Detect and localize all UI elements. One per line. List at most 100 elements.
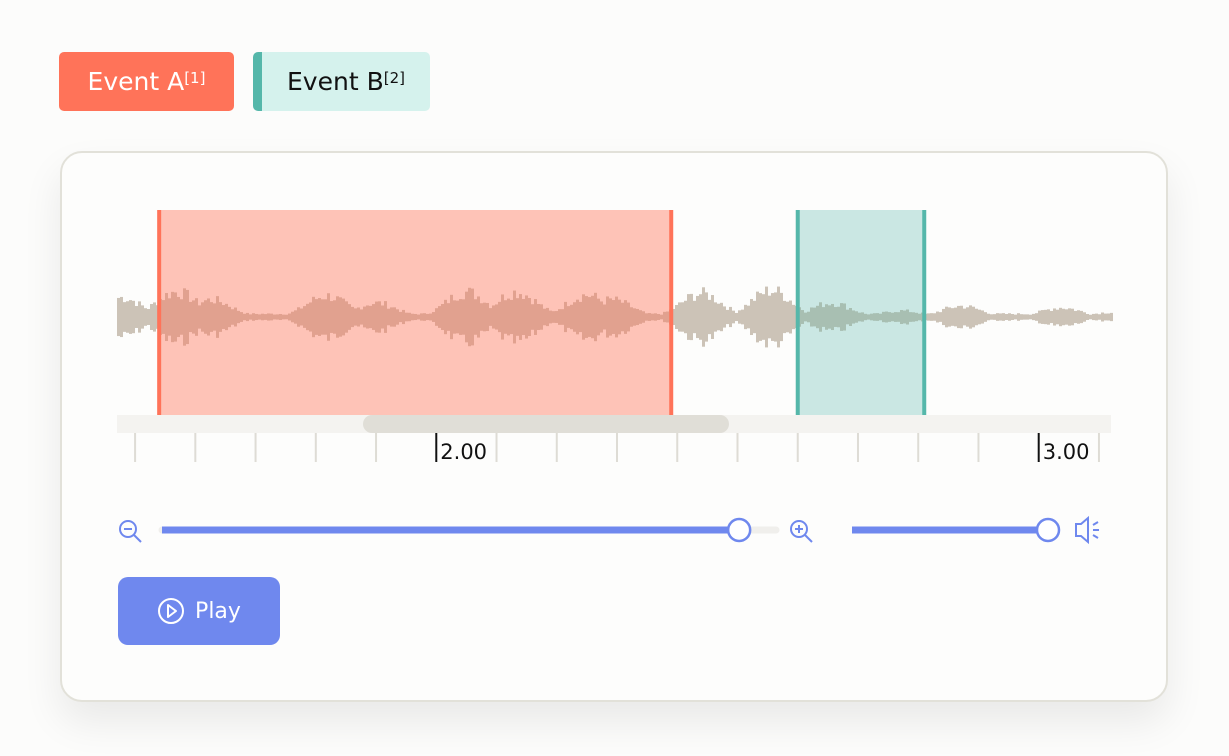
waveform-bar <box>120 296 123 338</box>
waveform-bar <box>153 302 156 332</box>
waveform-bar <box>723 306 726 328</box>
waveform-bar <box>453 300 456 334</box>
waveform-bar <box>333 300 336 334</box>
waveform <box>117 286 1113 348</box>
waveform-bar <box>279 313 282 321</box>
waveform-bar <box>450 294 453 340</box>
timeline-scroll-thumb[interactable] <box>363 415 729 433</box>
waveform-bar <box>312 296 315 338</box>
waveform-bar <box>621 302 624 332</box>
waveform-bar <box>648 313 651 321</box>
waveform-bar <box>666 311 669 323</box>
waveform-bar <box>936 311 939 323</box>
event-b-tag[interactable]: Event B [2] <box>253 52 430 111</box>
waveform-bar <box>447 303 450 331</box>
waveform-bar <box>912 312 915 322</box>
waveform-bar <box>606 296 609 338</box>
event-region-b[interactable] <box>797 210 925 415</box>
waveform-bar <box>687 294 690 340</box>
waveform-bar <box>468 287 471 347</box>
waveform-bar <box>534 299 537 335</box>
waveform-bar <box>807 311 810 323</box>
waveform-bar <box>906 309 909 325</box>
waveform-bar <box>969 305 972 329</box>
waveform-bar <box>612 300 615 334</box>
waveform-bar <box>1092 313 1095 321</box>
waveform-bar <box>225 303 228 331</box>
waveform-bar <box>954 307 957 327</box>
waveform-bar <box>639 310 642 324</box>
waveform-bar <box>309 302 312 332</box>
waveform-bar <box>741 309 744 325</box>
waveform-bar <box>783 300 786 334</box>
event-region-a[interactable] <box>159 210 672 415</box>
waveform-bar <box>1053 308 1056 326</box>
tick-label-2: 2.00 <box>440 440 488 464</box>
waveform-bar <box>825 304 828 330</box>
waveform-bar <box>1023 314 1026 320</box>
waveform-bar <box>843 303 846 331</box>
waveform-bar <box>876 313 879 321</box>
waveform-bar <box>933 313 936 321</box>
waveform-bar <box>216 296 219 338</box>
waveform-bar <box>915 312 918 322</box>
waveform-bar <box>252 313 255 321</box>
waveform-bar <box>264 314 267 320</box>
waveform-bar <box>714 302 717 332</box>
event-b-ref: [2] <box>383 68 405 87</box>
waveform-bar <box>831 303 834 331</box>
waveform-bar <box>972 306 975 328</box>
waveform-bar <box>918 313 921 321</box>
event-a-label: Event A <box>87 67 185 96</box>
waveform-bar <box>615 296 618 338</box>
waveform-bar <box>702 287 705 347</box>
waveform-bar <box>165 292 168 342</box>
waveform-bar <box>504 300 507 334</box>
waveform-bar <box>402 309 405 325</box>
waveform-bar <box>330 301 333 333</box>
waveform-bar <box>432 312 435 322</box>
event-a-ref: [1] <box>184 68 206 87</box>
waveform-bar <box>627 302 630 332</box>
waveform-bar <box>171 291 174 343</box>
waveform-bar <box>810 307 813 327</box>
waveform-bar <box>792 304 795 330</box>
waveform-bar <box>258 314 261 320</box>
waveform-bar <box>822 307 825 327</box>
waveform-bar <box>576 299 579 335</box>
waveform-bar <box>774 292 777 342</box>
waveform-bar <box>126 301 129 333</box>
waveform-bar <box>861 312 864 322</box>
waveform-bar <box>567 306 570 328</box>
waveform-bar <box>1011 314 1014 320</box>
waveform-bar <box>177 296 180 338</box>
waveform-bar <box>132 300 135 334</box>
waveform-bar <box>942 308 945 326</box>
event-a-tag[interactable]: Event A [1] <box>59 52 234 111</box>
waveform-bar <box>315 299 318 335</box>
waveform-bar <box>1083 312 1086 322</box>
waveform-bar <box>1050 310 1053 324</box>
waveform-bar <box>885 311 888 323</box>
waveform-bar <box>507 298 510 336</box>
waveform-bar <box>1062 308 1065 326</box>
waveform-bar <box>318 298 321 336</box>
waveform-bar <box>1068 308 1071 326</box>
waveform-bar <box>879 313 882 321</box>
waveform-bar <box>543 308 546 326</box>
waveform-bar <box>360 309 363 325</box>
waveform-bar <box>720 302 723 332</box>
waveform-bar <box>336 296 339 338</box>
waveform-bar <box>399 311 402 323</box>
waveform-bar <box>699 294 702 340</box>
waveform-bar <box>738 310 741 324</box>
waveform-bar <box>228 306 231 328</box>
waveform-bar <box>747 305 750 329</box>
waveform-bar <box>726 309 729 325</box>
waveform-bar <box>519 294 522 340</box>
waveform-bar <box>117 297 120 337</box>
waveform-bar <box>846 309 849 325</box>
play-button[interactable]: Play <box>118 577 280 645</box>
waveform-bar <box>984 312 987 322</box>
